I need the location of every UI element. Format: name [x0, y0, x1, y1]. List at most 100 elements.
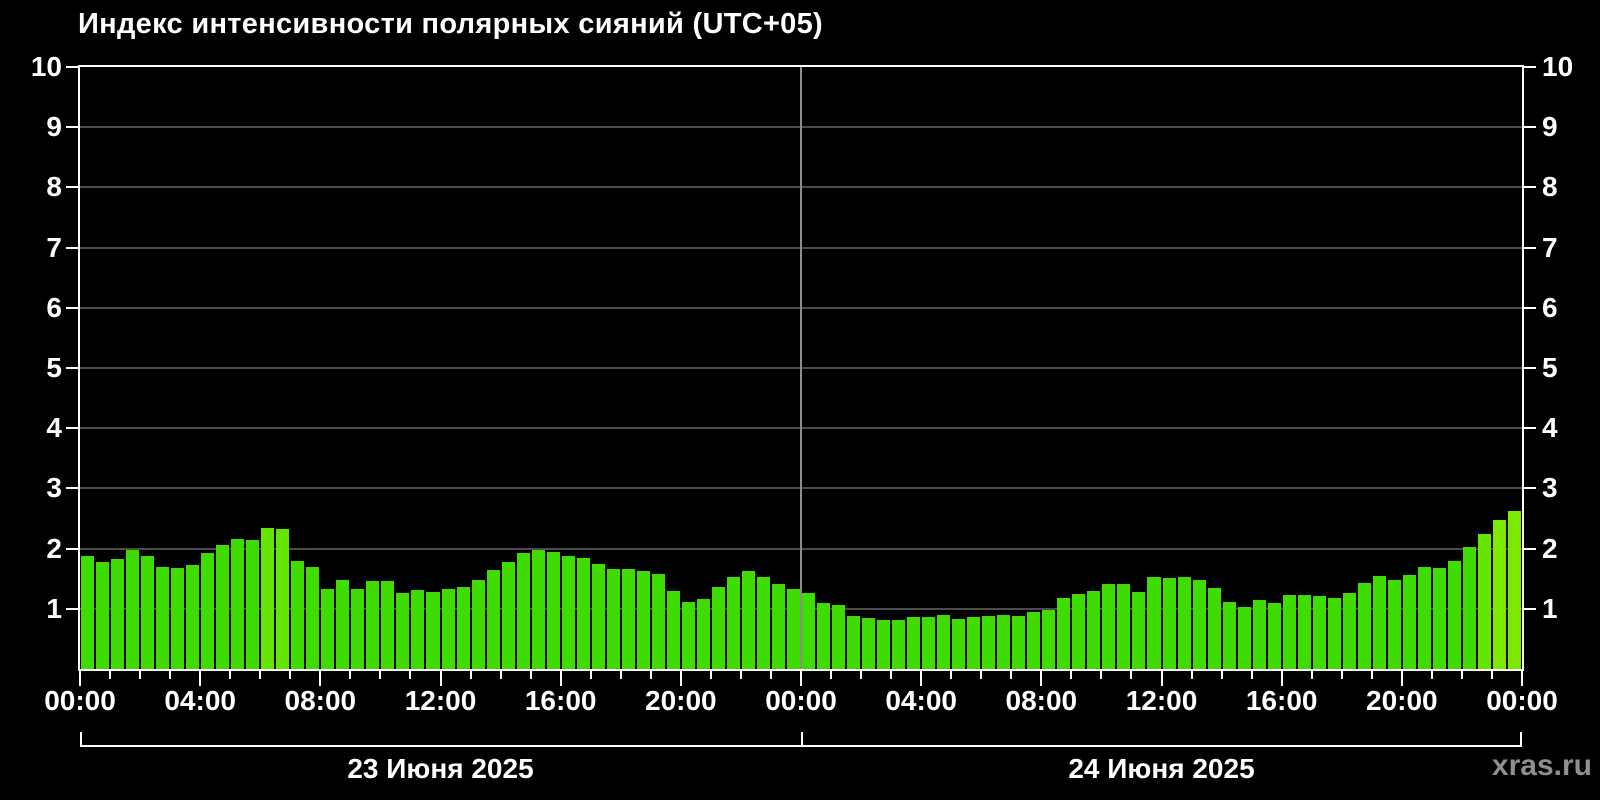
- day-separator-line: [800, 67, 802, 669]
- bar: [1208, 588, 1221, 669]
- bar: [156, 567, 169, 669]
- y-tick-right: [1524, 66, 1536, 68]
- bar: [336, 579, 349, 669]
- x-tick-major: [1160, 671, 1163, 686]
- bar: [1298, 594, 1311, 669]
- x-tick-major: [1040, 671, 1043, 686]
- x-tick-major: [559, 671, 562, 686]
- x-tick-major: [199, 671, 202, 686]
- y-axis-label-right: 9: [1542, 111, 1558, 143]
- bar: [787, 588, 800, 669]
- date-bracket-line: [80, 745, 1522, 747]
- x-axis-label: 20:00: [645, 685, 717, 716]
- bar: [1012, 616, 1025, 669]
- bar: [201, 553, 214, 669]
- x-axis-label: 08:00: [284, 685, 357, 716]
- x-tick-minor: [469, 671, 472, 679]
- bar: [532, 550, 545, 669]
- x-tick-major: [439, 671, 442, 686]
- x-axis-label: 12:00: [404, 685, 477, 716]
- y-tick-right: [1524, 186, 1536, 189]
- plot-frame-right: [1522, 65, 1524, 671]
- x-axis-label: 04:00: [885, 685, 957, 716]
- bar: [276, 528, 289, 669]
- x-tick-minor: [739, 671, 742, 679]
- y-axis-label-left: 9: [46, 111, 62, 143]
- bar: [246, 540, 259, 669]
- y-tick-left: [66, 547, 78, 550]
- x-tick-minor: [1340, 671, 1343, 679]
- x-tick-minor: [1370, 671, 1373, 679]
- bar: [1343, 593, 1356, 669]
- y-axis-label-left: 8: [46, 171, 62, 203]
- bar: [1433, 567, 1446, 669]
- y-axis-label-right: 5: [1542, 352, 1558, 383]
- y-tick-left: [66, 186, 78, 189]
- y-tick-right: [1524, 246, 1536, 249]
- y-axis-label-left: 10: [30, 51, 62, 82]
- y-tick-right: [1524, 367, 1536, 369]
- y-tick-left: [66, 126, 78, 129]
- bar: [1042, 610, 1055, 669]
- bar: [1163, 578, 1176, 669]
- bar: [1313, 596, 1326, 669]
- y-axis-label-left: 3: [46, 472, 62, 504]
- bar: [81, 556, 94, 669]
- y-axis-label-left: 2: [46, 532, 62, 564]
- y-tick-left: [66, 246, 78, 249]
- bar: [1238, 606, 1251, 669]
- x-tick-minor: [499, 671, 502, 679]
- y-axis-label-right: 7: [1542, 231, 1558, 263]
- bar: [937, 614, 950, 669]
- y-axis-label-right: 8: [1542, 171, 1558, 203]
- bar: [817, 602, 830, 669]
- x-tick-major: [800, 671, 802, 686]
- x-tick-minor: [1130, 671, 1133, 679]
- bar: [111, 558, 124, 669]
- bar: [997, 615, 1010, 669]
- x-tick-minor: [830, 671, 833, 679]
- bar: [426, 591, 440, 669]
- x-tick-major: [679, 671, 682, 686]
- bar: [577, 557, 590, 669]
- x-axis-label: 12:00: [1125, 685, 1198, 716]
- x-tick-minor: [619, 671, 622, 679]
- y-axis-label-left: 6: [46, 291, 62, 323]
- x-tick-minor: [1190, 671, 1193, 679]
- bar: [802, 593, 815, 669]
- y-tick-right: [1524, 126, 1536, 129]
- y-tick-left: [66, 306, 78, 309]
- bar: [1508, 511, 1521, 669]
- x-axis-label: 16:00: [1245, 685, 1318, 716]
- bar: [1388, 579, 1401, 669]
- date-label: 24 Июня 2025: [1068, 753, 1255, 784]
- bar: [1283, 594, 1296, 669]
- x-axis-label: 20:00: [1366, 685, 1438, 716]
- bar: [637, 571, 650, 669]
- bar: [126, 550, 139, 669]
- date-bracket-tick: [1520, 732, 1522, 745]
- bar: [1178, 576, 1191, 669]
- bar: [982, 616, 995, 669]
- bar: [622, 569, 635, 669]
- bar: [306, 567, 319, 669]
- plot-frame-top: [78, 65, 1524, 67]
- bar: [832, 604, 845, 669]
- bar: [231, 538, 244, 669]
- x-tick-minor: [379, 671, 382, 679]
- x-tick-major: [79, 671, 81, 686]
- bar: [96, 561, 109, 669]
- bar: [1132, 591, 1145, 669]
- bar: [1102, 583, 1115, 669]
- bar: [291, 561, 304, 669]
- x-tick-minor: [229, 671, 232, 679]
- x-tick-minor: [1250, 671, 1253, 679]
- x-tick-minor: [890, 671, 893, 679]
- x-tick-minor: [649, 671, 652, 679]
- bar: [396, 593, 409, 669]
- watermark-xras: xras.ru: [1491, 749, 1592, 782]
- bar: [1027, 611, 1040, 669]
- x-axis-label: 00:00: [765, 685, 837, 716]
- x-axis-label: 08:00: [1005, 685, 1078, 716]
- x-tick-major: [1280, 671, 1283, 686]
